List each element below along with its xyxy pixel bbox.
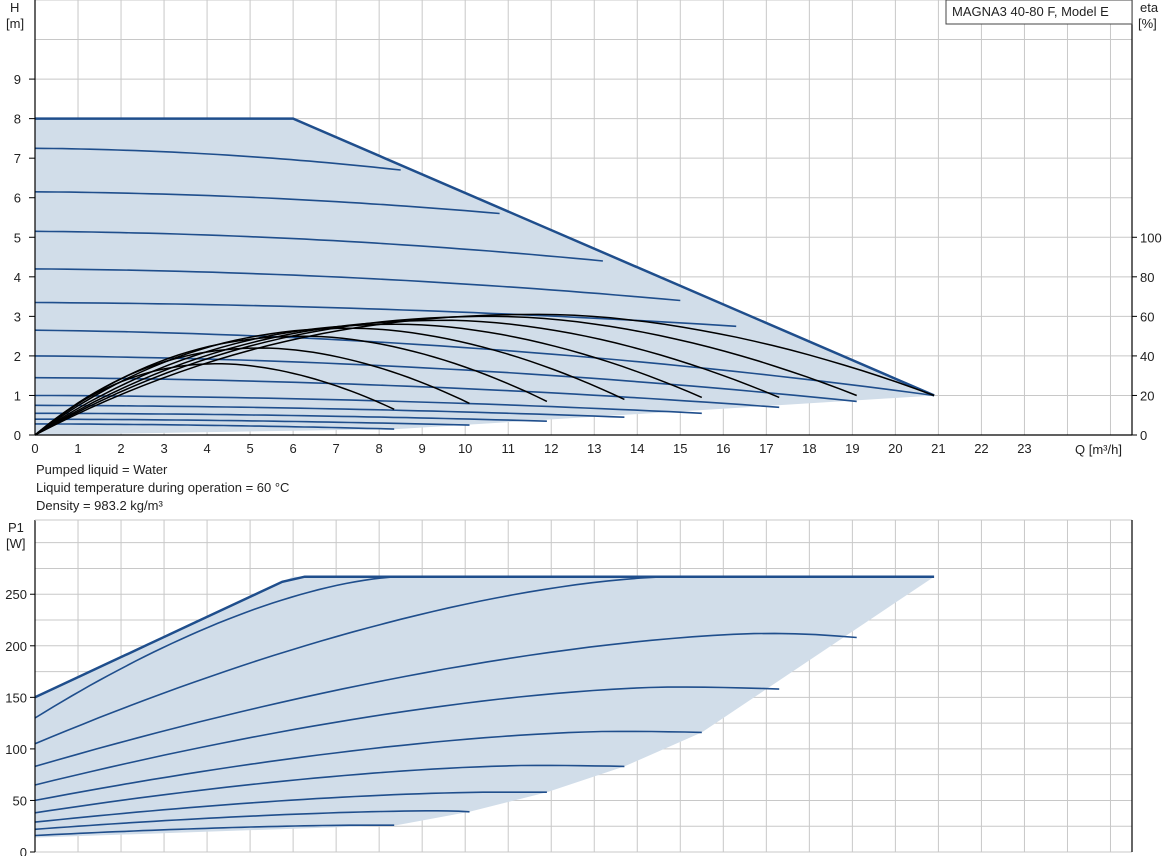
y-axis-label-h-unit: [m] bbox=[6, 16, 24, 31]
x-tick-label: 2 bbox=[117, 441, 124, 456]
head-chart-tick-labels: 0 1 2 3 4 5 6 7 8 9 10 11 12 13 14 15 16 17 18 19 20 21 22 2301… bbox=[14, 72, 1162, 456]
x-tick-label: 9 bbox=[419, 441, 426, 456]
x-tick-label: 18 bbox=[802, 441, 816, 456]
y2-tick-label: 60 bbox=[1140, 309, 1154, 324]
head-curve-3 bbox=[34, 230, 603, 262]
p1-tick-label: 0 bbox=[20, 845, 27, 856]
x-tick-label: 1 bbox=[74, 441, 81, 456]
power-envelope-area bbox=[35, 576, 935, 838]
max-head-curve bbox=[35, 117, 935, 397]
y2-tick-label: 20 bbox=[1140, 388, 1154, 403]
power-curve-7 bbox=[34, 764, 625, 814]
y-axis-label-p1-unit: [W] bbox=[6, 536, 26, 551]
y2-tick-label: 40 bbox=[1140, 349, 1154, 364]
y-axis-label-h: H bbox=[10, 0, 19, 15]
head-chart-axes bbox=[34, 0, 1133, 436]
y-tick-label: 5 bbox=[14, 230, 21, 245]
y-tick-label: 3 bbox=[14, 309, 21, 324]
x-tick-label: 22 bbox=[974, 441, 988, 456]
eta-curve-8 bbox=[34, 313, 935, 436]
power-curve-5 bbox=[34, 686, 780, 786]
density-info: Density = 983.2 kg/m³ bbox=[36, 498, 163, 513]
power-curve-3 bbox=[34, 575, 672, 745]
pumped-liquid-info: Pumped liquid = Water bbox=[36, 462, 168, 477]
y2-axis-label-eta: eta bbox=[1140, 0, 1159, 15]
x-tick-label: 16 bbox=[716, 441, 730, 456]
power-chart-envelope bbox=[35, 576, 935, 838]
head-curve-11 bbox=[35, 412, 547, 422]
p1-tick-label: 50 bbox=[13, 793, 27, 808]
x-tick-label: 12 bbox=[544, 441, 558, 456]
power-chart-axes bbox=[34, 519, 1133, 852]
x-tick-label: 10 bbox=[458, 441, 472, 456]
y-axis-label-p1: P1 bbox=[8, 520, 24, 535]
power-curves bbox=[34, 575, 935, 837]
power-curve-2 bbox=[34, 575, 401, 719]
y2-tick-label: 0 bbox=[1140, 428, 1147, 443]
p1-tick-label: 200 bbox=[5, 639, 27, 654]
head-curves bbox=[34, 117, 935, 430]
y2-tick-label: 100 bbox=[1140, 230, 1162, 245]
y-tick-label: 8 bbox=[14, 112, 21, 127]
x-tick-label: 7 bbox=[333, 441, 340, 456]
y-tick-label: 0 bbox=[14, 428, 21, 443]
power-curve-10 bbox=[34, 824, 395, 837]
p1-tick-label: 150 bbox=[5, 690, 27, 705]
head-curve-5 bbox=[34, 301, 737, 328]
power-curve-6 bbox=[34, 730, 702, 802]
x-tick-label: 20 bbox=[888, 441, 902, 456]
x-tick-label: 4 bbox=[203, 441, 210, 456]
x-tick-label: 21 bbox=[931, 441, 945, 456]
y-tick-label: 9 bbox=[14, 72, 21, 87]
efficiency-curves bbox=[34, 313, 935, 436]
x-tick-label: 6 bbox=[290, 441, 297, 456]
x-tick-label: 11 bbox=[501, 441, 515, 456]
power-curve-9 bbox=[34, 810, 470, 831]
head-curve-4 bbox=[34, 268, 681, 302]
model-label: MAGNA3 40-80 F, Model E bbox=[952, 4, 1109, 19]
head-curve-12 bbox=[35, 418, 470, 426]
head-curve-13 bbox=[35, 423, 395, 430]
y-tick-label: 7 bbox=[14, 151, 21, 166]
head-curve-10 bbox=[34, 404, 625, 418]
x-tick-label: 23 bbox=[1017, 441, 1031, 456]
head-curve-9 bbox=[35, 394, 702, 415]
head-curve-7 bbox=[34, 355, 857, 403]
power-curve-8 bbox=[34, 791, 547, 823]
p1-tick-label: 250 bbox=[5, 587, 27, 602]
head-curve-1 bbox=[34, 147, 401, 171]
x-tick-label: 19 bbox=[845, 441, 859, 456]
eta-curve-5 bbox=[34, 323, 703, 436]
y-tick-label: 1 bbox=[14, 388, 21, 403]
power-curve-1 bbox=[34, 575, 935, 699]
head-curve-2 bbox=[34, 191, 500, 215]
x-tick-label: 8 bbox=[376, 441, 383, 456]
x-tick-label: 15 bbox=[673, 441, 687, 456]
x-tick-label: 17 bbox=[759, 441, 773, 456]
x-tick-label: 13 bbox=[587, 441, 601, 456]
liquid-temperature-info: Liquid temperature during operation = 60… bbox=[36, 480, 290, 495]
y2-axis-label-eta-unit: [%] bbox=[1138, 16, 1157, 31]
power-chart-tick-labels: 0 50 100 150 200 250 bbox=[5, 587, 35, 856]
x-axis-label: Q [m³/h] bbox=[1075, 442, 1122, 457]
head-curve-6 bbox=[34, 329, 935, 397]
x-tick-label: 3 bbox=[160, 441, 167, 456]
x-tick-label: 14 bbox=[630, 441, 644, 456]
p1-tick-label: 100 bbox=[5, 742, 27, 757]
y-tick-label: 4 bbox=[14, 270, 21, 285]
y2-tick-label: 80 bbox=[1140, 270, 1154, 285]
x-tick-label: 0 bbox=[31, 441, 38, 456]
y-tick-label: 6 bbox=[14, 191, 21, 206]
x-tick-label: 5 bbox=[246, 441, 253, 456]
y-tick-label: 2 bbox=[14, 349, 21, 364]
power-curve-4 bbox=[34, 632, 857, 768]
model-label-box bbox=[945, 0, 1133, 25]
